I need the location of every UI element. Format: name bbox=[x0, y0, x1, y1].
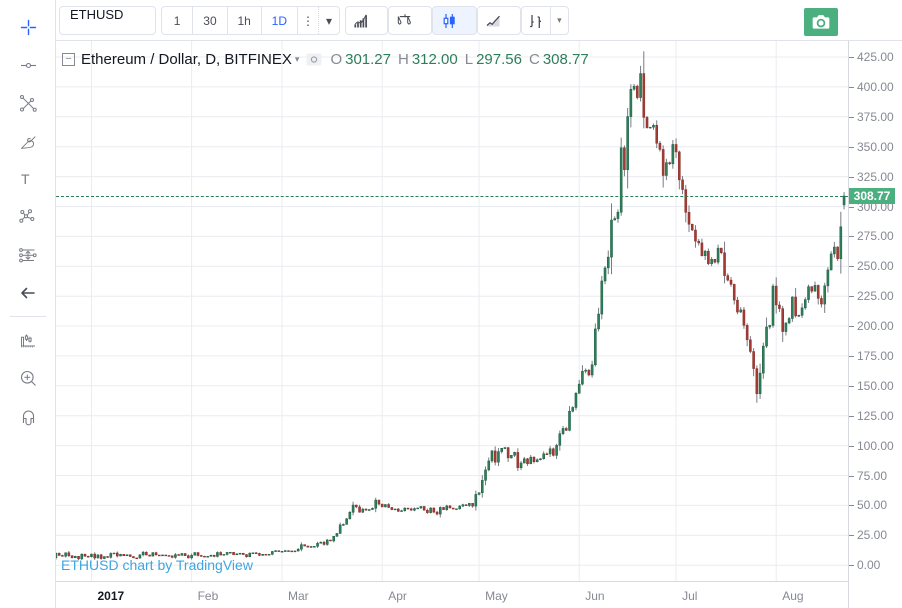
svg-text:T: T bbox=[21, 172, 30, 187]
